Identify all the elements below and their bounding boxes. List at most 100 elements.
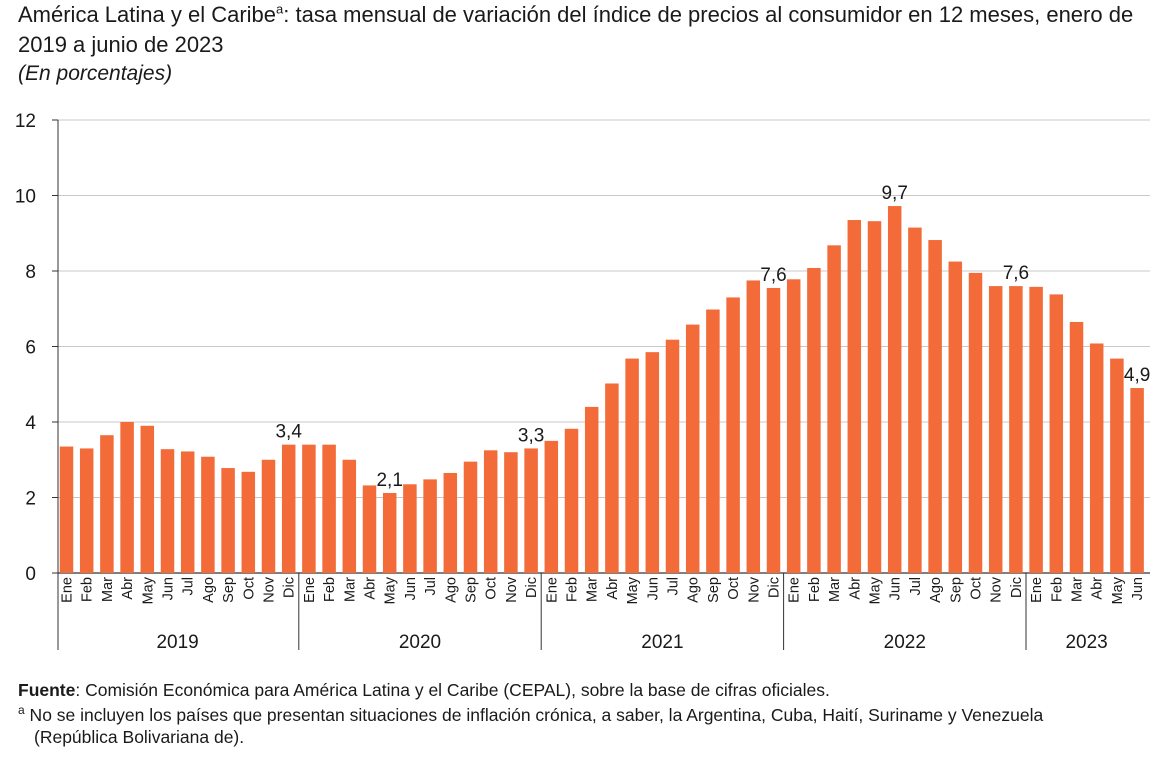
bar xyxy=(928,240,942,574)
data-label: 7,6 xyxy=(1003,263,1029,284)
data-label: 3,4 xyxy=(275,422,302,443)
x-tick-label: Ago xyxy=(686,577,702,603)
x-tick-label: Oct xyxy=(969,577,985,600)
bar xyxy=(221,468,235,573)
x-tick-label: Oct xyxy=(726,577,742,600)
bar xyxy=(665,339,680,573)
bar xyxy=(847,220,862,573)
title-text-1: América Latina y el Caribe xyxy=(18,2,277,27)
x-tick-label: Dic xyxy=(1009,577,1025,598)
data-label: 7,6 xyxy=(760,265,786,286)
x-tick-label: Jul xyxy=(908,577,924,596)
chart-subtitle: (En porcentajes) xyxy=(18,62,173,85)
x-tick-label: Sep xyxy=(221,577,237,603)
bar xyxy=(1089,343,1104,573)
footnote-mark: a xyxy=(18,703,25,718)
x-tick-label: Jun xyxy=(403,577,419,600)
x-tick-label: Mar xyxy=(1070,577,1086,602)
x-tick-label: Abr xyxy=(120,577,136,600)
bar xyxy=(827,245,841,573)
x-tick-label: Ene xyxy=(544,577,560,603)
title-footnote-mark: a xyxy=(276,1,284,17)
bar xyxy=(342,459,357,573)
y-tick-label: 0 xyxy=(25,564,36,585)
bar xyxy=(645,352,660,573)
x-tick-label: Feb xyxy=(1049,577,1065,602)
x-tick-label: Oct xyxy=(241,577,257,600)
bar xyxy=(726,297,740,573)
x-tick-label: Jul xyxy=(666,577,682,596)
x-tick-label: May xyxy=(140,576,156,604)
bar xyxy=(443,472,458,573)
bar xyxy=(1009,286,1023,573)
x-tick-label: Ene xyxy=(1029,577,1045,603)
x-tick-label: Jul xyxy=(423,577,439,596)
bar xyxy=(867,221,882,574)
bar xyxy=(302,444,316,573)
x-tick-label: Mar xyxy=(827,577,843,602)
y-tick-label: 12 xyxy=(15,111,36,132)
x-tick-label: May xyxy=(1110,576,1126,604)
bar xyxy=(1130,388,1144,573)
x-tick-label: Ago xyxy=(928,577,944,603)
x-tick-label: Ene xyxy=(787,577,803,603)
footnote: a No se incluyen los países que presenta… xyxy=(18,704,1158,748)
x-tick-label: Nov xyxy=(504,576,520,603)
y-tick-label: 2 xyxy=(25,489,36,510)
footnote-line-1: No se incluyen los países que presentan … xyxy=(24,705,1044,725)
bar xyxy=(504,452,518,573)
source-note: Fuente: Comisión Económica para América … xyxy=(18,679,1158,701)
x-tick-label: Jun xyxy=(161,577,177,600)
x-tick-label: Feb xyxy=(565,577,581,602)
x-tick-label: Dic xyxy=(524,577,540,598)
year-label: 2023 xyxy=(1065,632,1107,653)
x-tick-label: May xyxy=(625,576,641,604)
source-label: Fuente xyxy=(18,680,76,700)
year-label: 2021 xyxy=(641,632,683,653)
bar xyxy=(241,471,256,573)
x-tick-label: Dic xyxy=(767,577,783,598)
x-tick-label: Sep xyxy=(706,577,722,603)
bar xyxy=(362,485,377,573)
bar xyxy=(281,444,296,573)
x-tick-label: Sep xyxy=(948,577,964,603)
bar xyxy=(160,449,175,573)
bar xyxy=(908,227,922,573)
x-tick-label: Abr xyxy=(363,577,379,600)
y-tick-label: 8 xyxy=(25,262,36,283)
x-tick-label: Mar xyxy=(342,577,358,602)
x-tick-label: May xyxy=(868,576,884,604)
bar xyxy=(483,450,498,573)
bar xyxy=(1049,294,1064,573)
bar xyxy=(1069,321,1084,573)
data-label: 9,7 xyxy=(881,183,907,204)
x-tick-label: Abr xyxy=(847,577,863,600)
footnote-line-2: (República Bolivariana de). xyxy=(34,727,245,747)
bar xyxy=(463,461,478,573)
bar xyxy=(685,324,700,573)
x-tick-label: Sep xyxy=(464,577,480,603)
bar xyxy=(524,448,538,573)
bar xyxy=(584,406,599,573)
x-tick-label: Nov xyxy=(989,576,1005,603)
bar xyxy=(322,444,336,573)
bar xyxy=(746,280,761,573)
bar xyxy=(887,206,902,573)
x-tick-label: Oct xyxy=(484,577,500,600)
data-label: 3,3 xyxy=(518,425,544,446)
bar xyxy=(968,272,983,573)
bar xyxy=(180,451,195,573)
x-tick-label: Jun xyxy=(645,577,661,600)
x-tick-label: Ene xyxy=(60,577,76,603)
bar xyxy=(120,422,134,573)
x-tick-label: Nov xyxy=(262,576,278,603)
bar xyxy=(807,267,821,573)
x-tick-label: Mar xyxy=(100,577,116,602)
x-tick-label: Jun xyxy=(888,577,904,600)
bar xyxy=(564,428,579,573)
y-tick-label: 4 xyxy=(25,413,36,434)
x-tick-label: Mar xyxy=(585,577,601,602)
source-text: : Comisión Económica para América Latina… xyxy=(75,680,830,700)
bar xyxy=(261,459,276,573)
x-tick-label: Abr xyxy=(1090,577,1106,600)
